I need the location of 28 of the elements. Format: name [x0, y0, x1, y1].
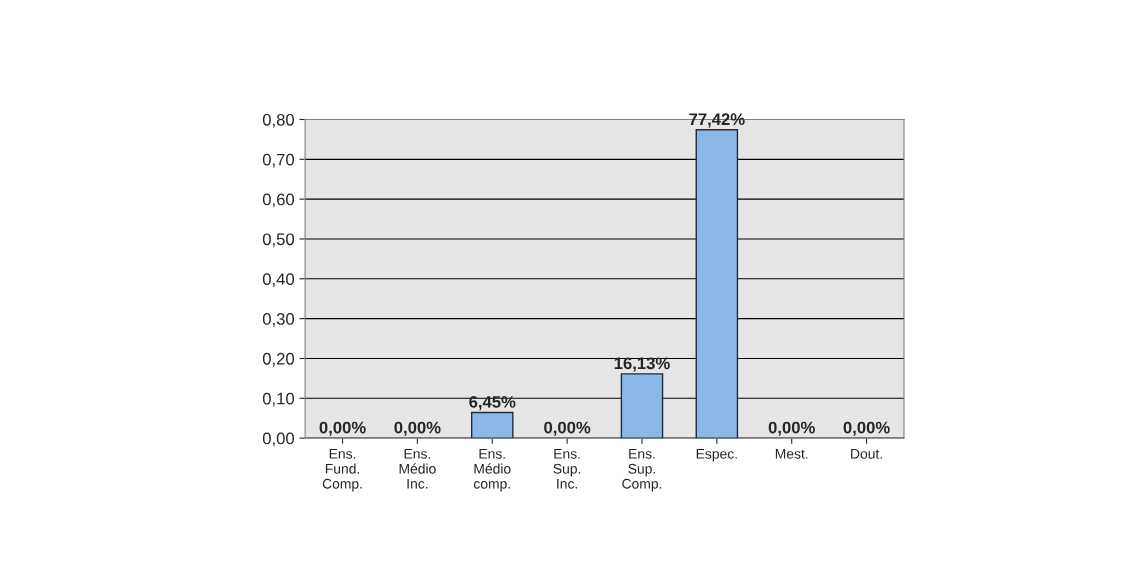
x-tick-label: Ens. Médio comp. [473, 449, 511, 492]
y-tick-label: 0,10 [262, 392, 295, 407]
y-tick-label: 0,50 [262, 233, 295, 248]
y-tick-label: 0,00 [262, 432, 295, 447]
y-tick-label: 0,30 [262, 313, 295, 327]
x-tick-label: Espec. [696, 449, 737, 462]
data-label: 6,45% [469, 395, 516, 411]
x-tick-label: Ens. Médio Inc. [399, 449, 436, 489]
data-label: 0,00% [394, 421, 441, 436]
x-tick-label: Mest. [775, 449, 808, 459]
y-tick-label: 0,60 [262, 193, 295, 208]
data-label: 0,00% [843, 421, 890, 436]
bar [695, 129, 739, 439]
y-tick-label: 0,40 [262, 273, 295, 287]
y-tick-label: 0,70 [262, 153, 295, 168]
y-tick-label: 0,20 [262, 352, 295, 367]
data-label: 77,42% [689, 113, 745, 128]
data-label: 0,00% [544, 421, 591, 436]
x-tick-label: Ens. Sup. Comp. [622, 449, 662, 492]
data-label: 0,00% [319, 421, 366, 436]
data-label: 16,13% [614, 357, 670, 372]
y-tick-label: 0,80 [262, 113, 295, 128]
bar [620, 373, 664, 439]
x-tick-label: Dout. [851, 449, 882, 459]
x-tick-label: Ens. Sup. Inc. [553, 449, 581, 489]
bar [470, 411, 514, 439]
data-label: 0,00% [768, 421, 815, 436]
x-tick-label: Ens. Fund. Comp. [322, 449, 362, 492]
